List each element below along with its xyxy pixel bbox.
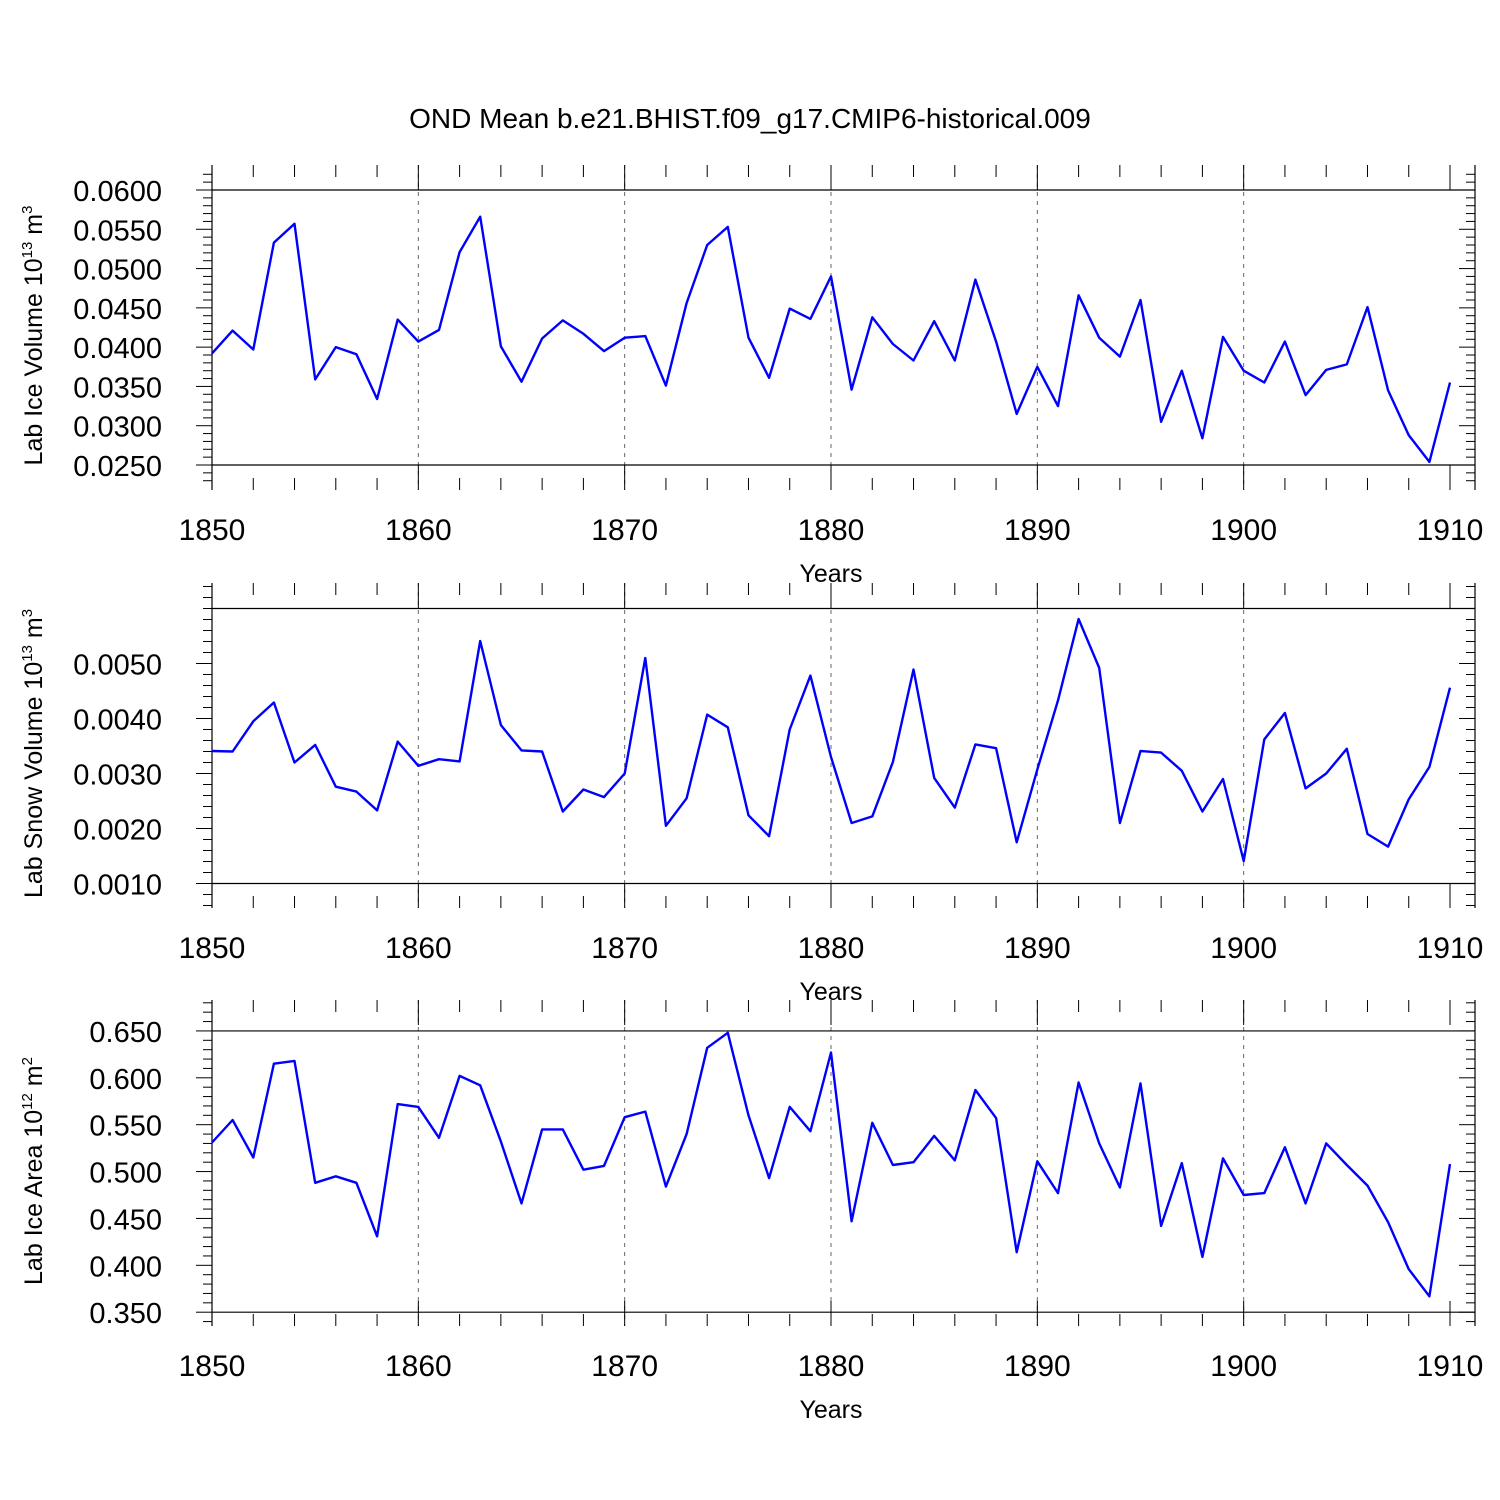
y-tick-label: 0.600	[89, 1064, 162, 1096]
y-tick-label: 0.0050	[73, 650, 162, 682]
series-line	[211, 215, 1452, 464]
y-axis-label: Lab Ice Area 1012 m2	[19, 1057, 48, 1285]
x-tick-label: 1870	[591, 514, 658, 547]
x-tick-label: 1900	[1210, 1350, 1277, 1383]
y-axis-label-text: Lab Ice Area 10	[20, 1110, 48, 1285]
y-tick-label: 0.650	[89, 1017, 162, 1049]
figure-title: OND Mean b.e21.BHIST.f09_g17.CMIP6-histo…	[409, 103, 1091, 134]
y-tick-label: 0.450	[89, 1204, 162, 1236]
x-tick-label: 1910	[1417, 1350, 1484, 1383]
series-line	[211, 1031, 1452, 1298]
y-axis-label: Lab Ice Volume 1013 m3	[19, 206, 48, 466]
y-tick-label: 0.0030	[73, 760, 162, 792]
y-tick-label: 0.400	[89, 1251, 162, 1283]
y-tick-label: 0.0040	[73, 705, 162, 737]
y-axis-label-unit: m	[20, 617, 48, 645]
y-tick-label: 0.0350	[73, 372, 162, 404]
y-axis-label-unit-exponent: 3	[19, 206, 36, 214]
y-tick-label: 0.0450	[73, 294, 162, 326]
x-tick-label: 1870	[591, 1350, 658, 1383]
y-axis-label-unit-exponent: 2	[19, 1057, 36, 1065]
x-tick-label: 1900	[1210, 514, 1277, 547]
x-tick-label: 1890	[1004, 932, 1071, 965]
x-tick-label: 1900	[1210, 932, 1277, 965]
y-tick-label: 0.500	[89, 1158, 162, 1190]
x-tick-label: 1850	[179, 932, 246, 965]
x-tick-label: 1860	[385, 1350, 452, 1383]
panel-lab-ice-area: 0.350 0.400 0.450 0.500 0.550 0.600 0.650 1850 1…	[19, 1000, 1483, 1424]
y-tick-label: 0.0550	[73, 215, 162, 247]
panel-lab-snow-volume: 0.0010 0.0020 0.0030 0.0040 0.0050 1850 1860 18…	[19, 583, 1483, 1006]
x-tick-label: 1850	[179, 1350, 246, 1383]
x-tick-label: 1910	[1417, 514, 1484, 547]
y-tick-label: 0.350	[89, 1298, 162, 1330]
y-tick-label: 0.0400	[73, 333, 162, 365]
x-tick-label: 1880	[798, 932, 865, 965]
y-tick-label: 0.0300	[73, 412, 162, 444]
x-tick-label: 1880	[798, 1350, 865, 1383]
y-axis-label-exponent: 13	[19, 242, 36, 259]
y-axis-label-exponent: 12	[19, 1093, 36, 1110]
x-tick-label: 1850	[179, 514, 246, 547]
y-tick-label: 0.0250	[73, 451, 162, 483]
x-axis-label: Years	[799, 1396, 862, 1424]
y-axis-label-unit: m	[20, 214, 48, 242]
y-axis-label-unit: m	[20, 1065, 48, 1093]
y-axis-label-unit-exponent: 3	[19, 609, 36, 617]
y-tick-label: 0.0500	[73, 255, 162, 287]
y-axis-label-text: Lab Snow Volume 10	[20, 662, 48, 898]
x-tick-label: 1890	[1004, 514, 1071, 547]
y-tick-label: 0.550	[89, 1111, 162, 1143]
x-tick-label: 1910	[1417, 932, 1484, 965]
x-tick-label: 1890	[1004, 1350, 1071, 1383]
y-axis-label-text: Lab Ice Volume 10	[20, 258, 48, 465]
x-tick-label: 1860	[385, 932, 452, 965]
x-tick-label: 1880	[798, 514, 865, 547]
x-tick-label: 1860	[385, 514, 452, 547]
y-tick-label: 0.0020	[73, 815, 162, 847]
y-axis-label-exponent: 13	[19, 645, 36, 662]
y-tick-label: 0.0010	[73, 870, 162, 902]
y-axis-label: Lab Snow Volume 1013 m3	[19, 609, 48, 898]
x-tick-label: 1870	[591, 932, 658, 965]
series-line	[211, 617, 1452, 863]
panel-lab-ice-volume: 0.0250 0.0300 0.0350 0.0400 0.0450 0.0500 0.05…	[19, 165, 1483, 588]
y-tick-label: 0.0600	[73, 176, 162, 208]
